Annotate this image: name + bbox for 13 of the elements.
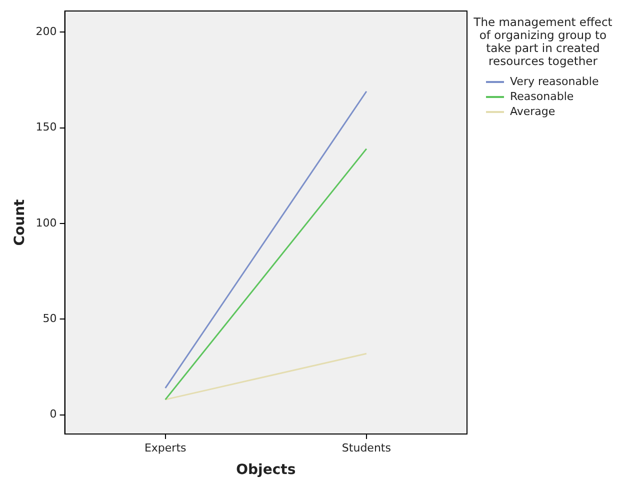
x-tick-label: Students xyxy=(342,441,392,454)
y-tick-label: 100 xyxy=(36,216,57,230)
x-tick-label: Experts xyxy=(144,441,186,454)
y-tick-label: 200 xyxy=(36,24,57,38)
y-tick-label: 50 xyxy=(42,312,57,326)
legend-label: Average xyxy=(510,105,556,118)
legend-label: Very reasonable xyxy=(510,75,599,88)
legend-label: Reasonable xyxy=(510,90,574,103)
y-axis-title: Count xyxy=(12,198,28,246)
legend-title: The management effect of organizing group to take part in created resources together xyxy=(472,15,614,68)
y-tick-label: 0 xyxy=(50,408,57,421)
x-axis-title: Objects xyxy=(236,462,296,478)
y-tick-label: 150 xyxy=(36,120,57,134)
